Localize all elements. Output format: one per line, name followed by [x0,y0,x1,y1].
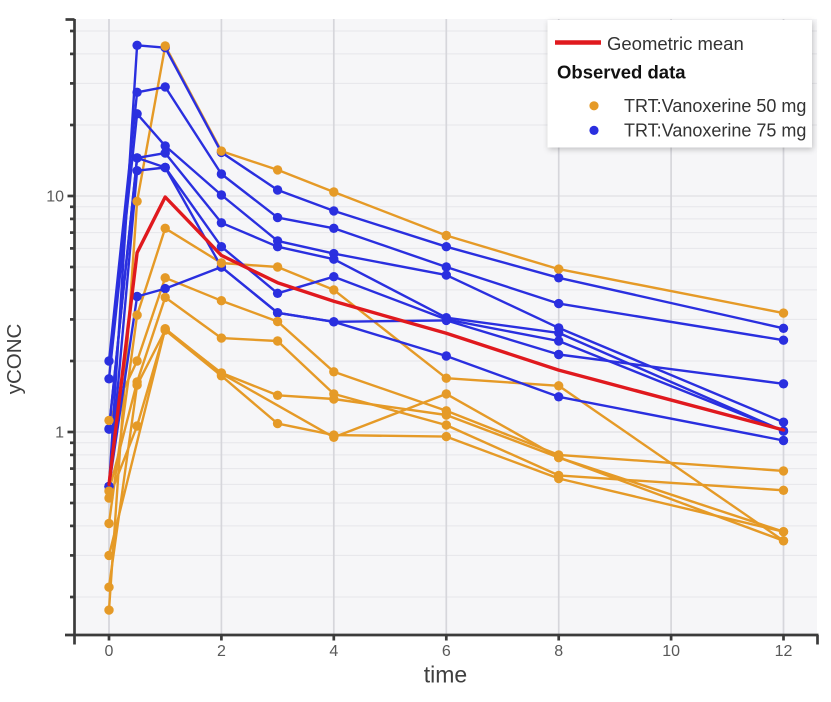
svg-text:12: 12 [775,643,793,660]
svg-text:TRT:Vanoxerine 50 mg: TRT:Vanoxerine 50 mg [624,96,806,116]
svg-text:yCONC: yCONC [3,324,26,395]
svg-text:10: 10 [662,643,680,660]
svg-text:10: 10 [46,189,64,206]
svg-text:0: 0 [105,643,114,660]
svg-text:Observed data: Observed data [557,62,686,83]
svg-text:time: time [424,662,467,688]
svg-text:8: 8 [554,643,563,660]
svg-text:2: 2 [217,643,226,660]
svg-text:Geometric mean: Geometric mean [607,33,744,54]
svg-text:4: 4 [329,643,338,660]
svg-text:TRT:Vanoxerine 75 mg: TRT:Vanoxerine 75 mg [624,120,806,140]
svg-text:6: 6 [442,643,451,660]
svg-text:1: 1 [55,425,64,442]
